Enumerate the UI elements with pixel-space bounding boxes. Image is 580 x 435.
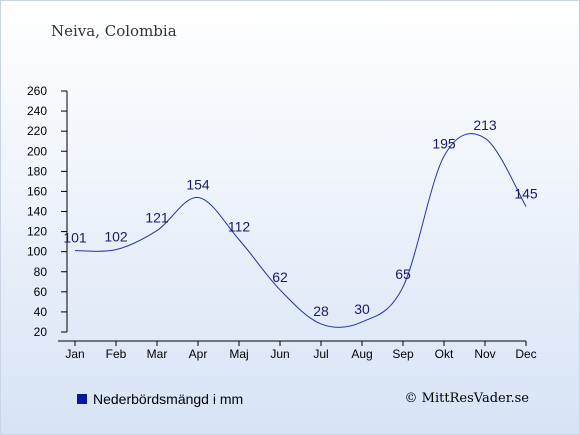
data-label: 101 [63,230,87,246]
data-label: 65 [395,266,411,282]
x-tick-label: Mar [147,347,168,361]
data-label: 213 [473,117,497,133]
data-label: 28 [313,303,329,319]
data-labels: 101 102 121 154 112 62 28 30 65 195 213 145 [63,117,538,319]
precipitation-line [74,133,527,328]
y-tick-label: 200 [27,144,47,158]
data-label: 112 [228,219,251,235]
x-tick-label: Jun [270,347,289,361]
y-tick-label: 20 [34,325,48,339]
data-label: 30 [354,301,370,317]
chart-title: Neiva, Colombia [51,22,177,40]
y-tick-label: 160 [27,184,47,198]
y-ticks: 20 40 60 80 100 120 140 160 180 200 220 240 260 [27,84,67,339]
x-tick-label: Dec [515,347,536,361]
x-ticks: Jan Feb Mar Apr Maj Jun Jul Aug Sep Okt Nov Dec [65,341,537,361]
y-tick-label: 240 [27,104,47,118]
data-label: 102 [104,229,128,245]
y-tick-label: 40 [34,305,48,319]
data-label: 154 [186,176,210,192]
y-tick-label: 60 [34,285,48,299]
y-tick-label: 120 [27,225,47,239]
x-tick-label: Aug [351,347,372,361]
x-tick-label: Sep [392,347,414,361]
y-tick-label: 80 [34,265,48,279]
data-label: 62 [272,269,288,285]
copyright-text: © MittResVader.se [404,391,529,406]
data-label: 121 [145,210,169,226]
x-tick-label: Apr [189,347,208,361]
x-tick-label: Jan [65,347,84,361]
x-tick-label: Okt [435,347,454,361]
legend-label: Nederbördsmängd i mm [93,391,244,407]
x-tick-label: Maj [229,347,248,361]
x-tick-label: Nov [474,347,495,361]
x-tick-label: Feb [106,347,127,361]
y-tick-label: 220 [27,124,47,138]
y-tick-label: 140 [27,205,47,219]
legend-swatch [77,394,87,404]
data-label: 195 [432,135,456,151]
x-tick-label: Jul [313,347,328,361]
y-tick-label: 100 [27,245,47,259]
legend: Nederbördsmängd i mm [77,391,243,407]
y-tick-label: 180 [27,164,47,178]
y-tick-label: 260 [27,84,47,98]
data-label: 145 [514,185,538,201]
